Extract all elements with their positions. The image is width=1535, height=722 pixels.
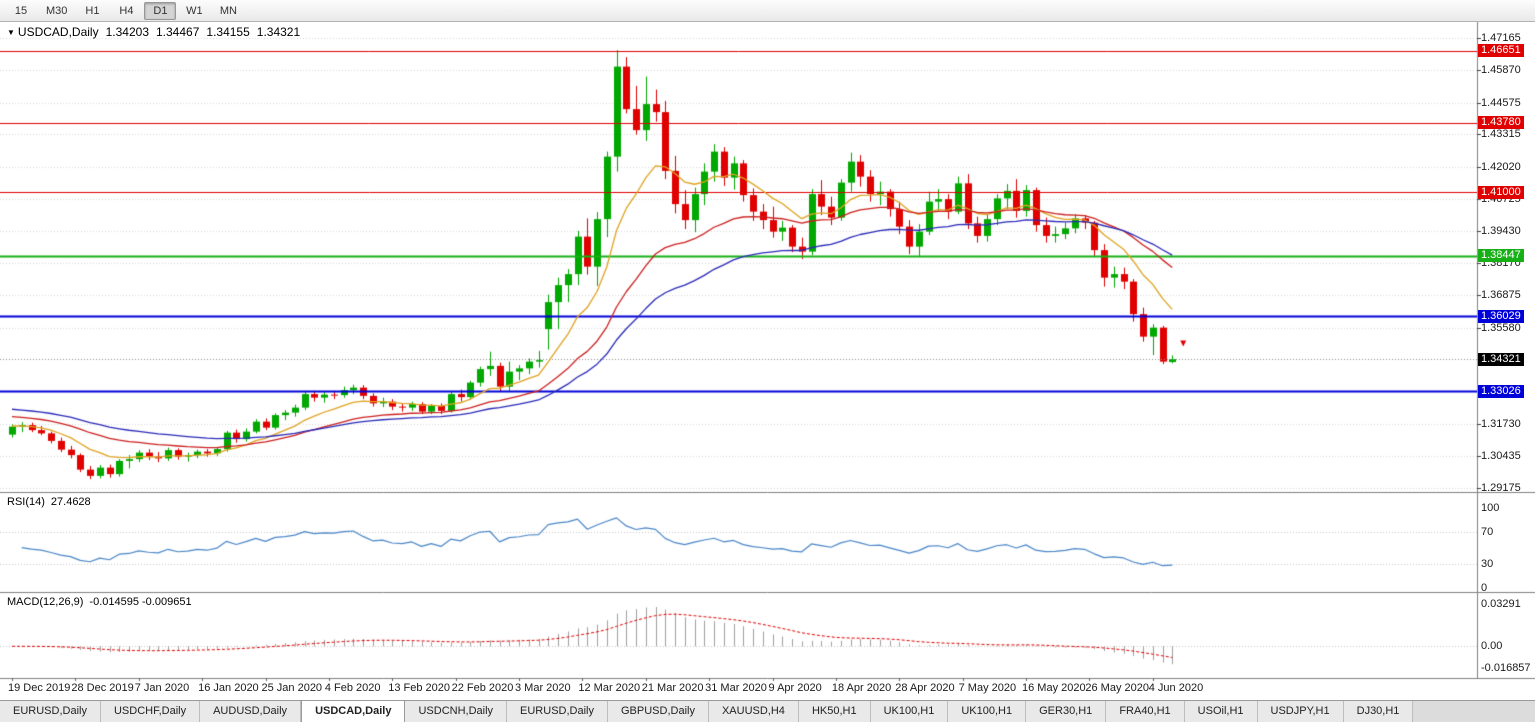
rsi-axis-label: 100 <box>1481 502 1500 514</box>
chart-tab-usoil-h1[interactable]: USOil,H1 <box>1184 701 1258 722</box>
chart-tab-fra40-h1[interactable]: FRA40,H1 <box>1106 701 1185 722</box>
chart-high-value: 1.34467 <box>156 25 200 39</box>
chart-tab-ger30-h1[interactable]: GER30,H1 <box>1026 701 1107 722</box>
macd-axis-label: -0.016857 <box>1481 662 1531 674</box>
chart-tab-hk50-h1[interactable]: HK50,H1 <box>798 701 871 722</box>
date-axis-label: 12 Mar 2020 <box>578 682 641 694</box>
price-axis-label: 1.31730 <box>1481 417 1521 430</box>
chart-collapse-icon[interactable]: ▼ <box>7 28 15 37</box>
macd-axis-label: 0.03291 <box>1481 598 1521 610</box>
date-axis-label: 9 Apr 2020 <box>768 682 822 694</box>
chart-open-value: 1.34203 <box>105 25 149 39</box>
date-axis-label: 4 Feb 2020 <box>324 682 381 694</box>
chart-tab-xauusd-h4[interactable]: XAUUSD,H4 <box>708 701 799 722</box>
chart-tab-uk100-h1[interactable]: UK100,H1 <box>870 701 949 722</box>
chart-tab-eurusd-daily[interactable]: EURUSD,Daily <box>507 701 608 722</box>
chart-tab-uk100-h1[interactable]: UK100,H1 <box>948 701 1027 722</box>
date-axis-label: 7 Jan 2020 <box>134 682 190 694</box>
price-axis-label: 1.45870 <box>1481 64 1521 77</box>
rsi-pane-label: RSI(14) 27.4628 <box>7 496 91 508</box>
chart-tab-bar: EURUSD,Daily USDCHF,Daily AUDUSD,Daily USDC… <box>0 700 1535 722</box>
date-axis-label: 28 Apr 2020 <box>895 682 955 694</box>
price-axis-label: 1.43315 <box>1481 128 1521 141</box>
price-level-badge-1.43780: 1.43780 <box>1478 116 1524 130</box>
date-axis-label: 19 Dec 2019 <box>8 682 71 694</box>
rsi-indicator-name: RSI(14) <box>7 496 45 508</box>
chart-tab-usdcnh-daily[interactable]: USDCNH,Daily <box>405 701 508 722</box>
date-axis-label: 16 May 2020 <box>1022 682 1086 694</box>
timeframe-button-m30[interactable]: M30 <box>46 4 68 17</box>
date-axis-label: 26 May 2020 <box>1085 682 1149 694</box>
date-axis-label: 18 Apr 2020 <box>831 682 892 694</box>
chart-close-value: 1.34321 <box>256 25 301 39</box>
rsi-axis-label: 0 <box>1481 582 1488 594</box>
price-axis-label: 1.47165 <box>1481 32 1521 44</box>
price-axis-label: 1.36875 <box>1481 289 1521 302</box>
timeframe-button-15[interactable]: 15 <box>14 4 28 17</box>
current-price-badge: 1.34321 <box>1478 352 1524 366</box>
macd-axis-label: 0.00 <box>1481 640 1503 653</box>
price-axis-label: 1.30435 <box>1481 450 1521 463</box>
date-axis-label: 31 Mar 2020 <box>705 682 767 694</box>
price-axis-label: 1.44575 <box>1481 96 1521 109</box>
timeframe-button-h4[interactable]: H4 <box>119 4 134 17</box>
date-axis-label: 22 Feb 2020 <box>451 682 514 694</box>
chart-tab-dj30-h1[interactable]: DJ30,H1 <box>1343 701 1414 722</box>
price-level-badge-1.33026: 1.33026 <box>1478 384 1524 398</box>
chart-tab-usdjpy-h1[interactable]: USDJPY,H1 <box>1257 701 1344 722</box>
price-axis-label: 1.42020 <box>1481 160 1521 173</box>
macd-pane-label: MACD(12,26,9) -0.014595 -0.009651 <box>7 596 192 608</box>
price-level-badge-1.41000: 1.41000 <box>1478 185 1524 199</box>
rsi-axis-label: 30 <box>1481 558 1494 570</box>
date-axis-label: 7 May 2020 <box>958 682 1017 694</box>
chart-tab-eurusd-daily[interactable]: EURUSD,Daily <box>0 701 101 722</box>
timeframe-button-d1[interactable]: D1 <box>144 1 177 20</box>
chart-tab-usdchf-daily[interactable]: USDCHF,Daily <box>100 701 201 722</box>
date-axis-label: 25 Jan 2020 <box>261 682 323 694</box>
chart-tab-audusd-daily[interactable]: AUDUSD,Daily <box>200 701 302 722</box>
price-axis-label: 1.29175 <box>1481 481 1521 494</box>
price-axis-label: 1.39430 <box>1481 225 1521 238</box>
chart-title: ▼ USDCAD,Daily 1.34203 1.34467 1.34155 1.3432… <box>7 25 307 39</box>
timeframe-button-w1[interactable]: W1 <box>186 4 203 17</box>
chart-low-value: 1.34155 <box>206 25 250 39</box>
chart-symbol-label: USDCAD,Daily <box>17 25 99 39</box>
timeframe-toolbar: 15 M30 H1 H4 D1 W1 MN <box>0 0 1535 22</box>
date-axis-label: 16 Jan 2020 <box>198 682 259 694</box>
date-axis-label: 13 Feb 2020 <box>388 682 451 694</box>
rsi-indicator-value: 27.4628 <box>50 496 91 508</box>
date-axis-label: 4 Jun 2020 <box>1148 682 1204 694</box>
date-axis-label: 21 Mar 2020 <box>641 682 704 694</box>
macd-indicator-name: MACD(12,26,9) <box>7 596 84 608</box>
rsi-axis-label: 70 <box>1481 526 1494 538</box>
date-axis-label: 28 Dec 2019 <box>71 682 134 694</box>
chart-tab-usdcad-daily[interactable]: USDCAD,Daily <box>301 701 406 722</box>
price-axis-label: 1.35580 <box>1481 321 1521 334</box>
timeframe-button-h1[interactable]: H1 <box>85 4 100 17</box>
price-level-badge-1.36029: 1.36029 <box>1478 309 1524 323</box>
price-level-badge-1.46651: 1.46651 <box>1478 44 1524 58</box>
date-axis-label: 3 Mar 2020 <box>515 682 571 694</box>
price-level-badge-1.38447: 1.38447 <box>1478 249 1524 263</box>
macd-indicator-values: -0.014595 -0.009651 <box>89 596 192 608</box>
timeframe-button-mn[interactable]: MN <box>219 4 237 17</box>
price-chart-canvas[interactable] <box>0 22 1535 700</box>
chart-tab-gbpusd-daily[interactable]: GBPUSD,Daily <box>608 701 709 722</box>
chart-area: ▼ USDCAD,Daily 1.34203 1.34467 1.34155 1.3432… <box>0 22 1535 700</box>
